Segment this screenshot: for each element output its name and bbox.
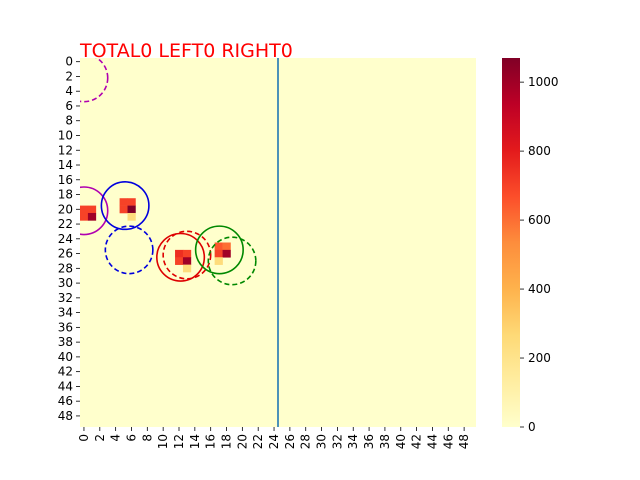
y-tick-label: 6	[65, 99, 73, 113]
colorbar-tick-label: 0	[528, 420, 536, 434]
x-tick-label: 12	[172, 434, 186, 449]
heatmap-cell	[175, 257, 184, 265]
heatmap-cell	[182, 257, 192, 265]
colorbar-tick-label: 400	[528, 282, 551, 296]
solid-circle-marker	[156, 232, 206, 282]
x-axis: 0 2 4 6 8 10 12 14 16 18 20 22 24 26 28 30 32 34 36 38 40 42 4…	[77, 427, 471, 449]
heatmap-cell	[127, 198, 136, 206]
y-tick-label: 42	[58, 365, 73, 379]
dashed-circle-marker	[207, 236, 257, 286]
y-tick-label: 32	[58, 291, 73, 305]
y-tick-label: 28	[58, 261, 73, 275]
dashed-circle-marker	[80, 58, 109, 103]
solid-circle-marker	[100, 181, 150, 231]
x-tick-label: 44	[425, 434, 439, 449]
heatmap-cell	[87, 212, 97, 221]
x-tick-label: 34	[346, 434, 360, 449]
y-tick-label: 12	[58, 143, 73, 157]
heatmap-cell	[127, 205, 136, 214]
x-tick-label: 2	[93, 434, 107, 442]
y-tick-label: 38	[58, 335, 73, 349]
y-tick-label: 48	[58, 409, 73, 423]
x-tick-label: 0	[77, 434, 91, 442]
heatmap-cell	[222, 242, 231, 251]
y-tick-label: 26	[58, 247, 73, 261]
x-tick-label: 20	[235, 434, 249, 449]
heatmap-cell	[119, 205, 128, 214]
x-tick-label: 4	[109, 434, 123, 442]
y-tick-label: 40	[58, 350, 73, 364]
x-tick-label: 32	[330, 434, 344, 449]
x-tick-label: 6	[124, 434, 138, 442]
y-tick-label: 34	[58, 306, 73, 320]
x-tick-label: 22	[251, 434, 265, 449]
y-tick-label: 4	[65, 84, 73, 98]
y-tick-label: 36	[58, 320, 73, 334]
x-tick-label: 40	[394, 434, 408, 449]
heatmap-cells	[80, 198, 231, 273]
x-tick-label: 36	[362, 434, 376, 449]
y-tick-label: 24	[58, 232, 73, 246]
y-tick-label: 2	[65, 69, 73, 83]
y-tick-label: 8	[65, 114, 73, 128]
heatmap-cell	[127, 212, 136, 221]
x-tick-label: 48	[457, 434, 471, 449]
y-axis: 0246810121416182022242628303234363840424…	[58, 55, 80, 423]
x-tick-label: 38	[378, 434, 392, 449]
solid-circle-marker	[80, 186, 109, 236]
dashed-circle-marker	[104, 225, 154, 275]
x-tick-label: 24	[267, 434, 281, 449]
y-tick-label: 18	[58, 188, 73, 202]
colorbar-axis: 0 200 400 600 800 1000	[520, 75, 559, 434]
x-tick-label: 30	[315, 434, 329, 449]
x-tick-label: 16	[204, 434, 218, 449]
heatmap-cell	[87, 205, 97, 214]
colorbar-tick-label: 800	[528, 144, 551, 158]
y-tick-label: 20	[58, 202, 73, 216]
chart-title: TOTAL0 LEFT0 RIGHT0	[79, 40, 293, 62]
colorbar-tick-label: 600	[528, 213, 551, 227]
y-tick-label: 14	[58, 158, 73, 172]
y-tick-label: 0	[65, 55, 73, 69]
heatmap-cell	[222, 249, 231, 258]
heatmap-cell	[214, 249, 223, 258]
heatmap-cell	[214, 257, 223, 265]
heatmap-cell	[182, 264, 192, 273]
colorbar-tick-label: 1000	[528, 75, 559, 89]
heatmap-overlays	[80, 58, 279, 427]
y-tick-label: 22	[58, 217, 73, 231]
y-tick-label: 44	[58, 379, 73, 393]
solid-circle-marker	[194, 225, 244, 275]
dashed-circle-marker	[162, 230, 212, 280]
x-tick-label: 8	[140, 434, 154, 442]
y-tick-label: 30	[58, 276, 73, 290]
heatmap-cell	[175, 249, 184, 258]
heatmap-cell	[80, 205, 89, 214]
colorbar-tick-label: 200	[528, 351, 551, 365]
y-tick-label: 10	[58, 128, 73, 142]
x-tick-label: 18	[220, 434, 234, 449]
x-tick-label: 14	[188, 434, 202, 449]
x-tick-label: 46	[441, 434, 455, 449]
x-tick-label: 26	[283, 434, 297, 449]
x-tick-label: 42	[410, 434, 424, 449]
y-tick-label: 46	[58, 394, 73, 408]
heatmap-cell	[214, 242, 223, 251]
heatmap-cell	[182, 249, 192, 258]
x-tick-label: 10	[156, 434, 170, 449]
heatmap-cell	[80, 212, 89, 221]
colorbar	[502, 58, 520, 427]
heatmap-cell	[119, 198, 128, 206]
y-tick-label: 16	[58, 173, 73, 187]
x-tick-label: 28	[299, 434, 313, 449]
